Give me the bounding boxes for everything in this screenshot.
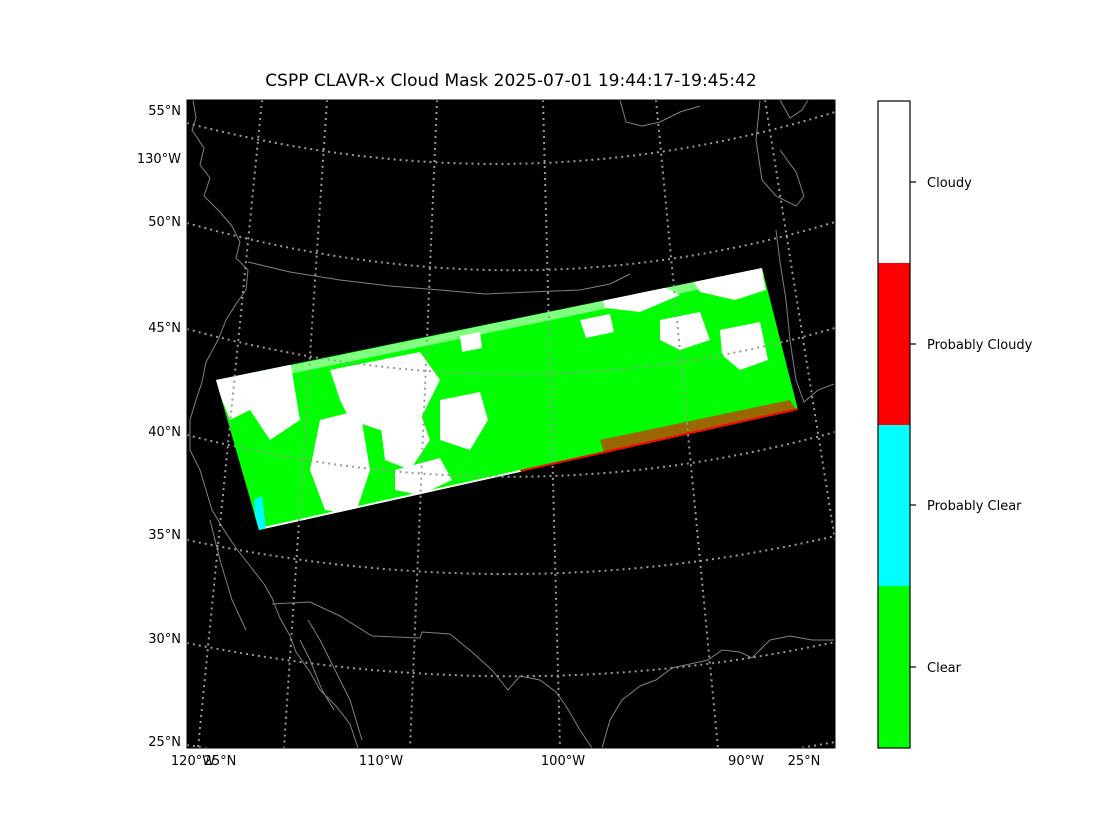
lat-label: 25°N	[148, 735, 181, 750]
lat-label: 25°N	[204, 754, 237, 769]
lon-label: 110°W	[359, 754, 403, 769]
colorbar: Clear Probably Clear Probably Cloudy Clo…	[877, 100, 1033, 749]
lat-label: 35°N	[148, 528, 181, 543]
swath-top-edge	[220, 268, 764, 388]
lon-label: 120°W	[171, 754, 215, 769]
colorbar-segment-probably-cloudy	[878, 263, 910, 425]
legend-label-clear: Clear	[927, 661, 962, 676]
lat-label: 50°N	[148, 215, 181, 230]
lat-label: 30°N	[148, 632, 181, 647]
cloud-region	[720, 322, 768, 370]
legend-label-probably-clear: Probably Clear	[927, 499, 1022, 514]
probably-cloudy-strip	[600, 400, 796, 452]
cloud-region	[580, 314, 614, 338]
cloud-region	[310, 410, 370, 515]
graticule	[187, 100, 835, 748]
lon-label: 130°W	[137, 152, 181, 167]
colorbar-segment-clear	[878, 586, 910, 748]
cloud-region	[660, 312, 710, 350]
map-frame	[186, 99, 836, 749]
lat-label: 25°N	[788, 754, 821, 769]
colorbar-segment-probably-clear	[878, 424, 910, 586]
cloud-region	[330, 352, 440, 430]
map-title: CSPP CLAVR-x Cloud Mask 2025-07-01 19:44…	[265, 71, 756, 91]
cloud-region	[395, 458, 452, 495]
cloud-mask-swath	[216, 268, 798, 530]
lat-label: 45°N	[148, 321, 181, 336]
lat-label: 55°N	[148, 104, 181, 119]
map-panel	[186, 99, 836, 749]
legend-label-cloudy: Cloudy	[927, 176, 972, 191]
lon-label: 90°W	[728, 754, 764, 769]
coastlines	[189, 100, 835, 748]
cloud-region	[380, 412, 430, 470]
colorbar-ticks	[910, 181, 916, 668]
legend-label-probably-cloudy: Probably Cloudy	[927, 338, 1033, 353]
latitude-labels: 55°N 130°W 50°N 45°N 40°N 35°N 30°N 25°N	[137, 104, 181, 750]
lat-label: 40°N	[148, 425, 181, 440]
longitude-labels: 120°W 25°N 110°W 100°W 90°W 25°N	[171, 754, 820, 769]
lon-label: 100°W	[541, 754, 585, 769]
colorbar-segment-cloudy	[878, 101, 910, 263]
cloud-region	[440, 392, 488, 450]
probably-clear-patch	[254, 496, 266, 530]
colorbar-frame	[877, 100, 911, 749]
